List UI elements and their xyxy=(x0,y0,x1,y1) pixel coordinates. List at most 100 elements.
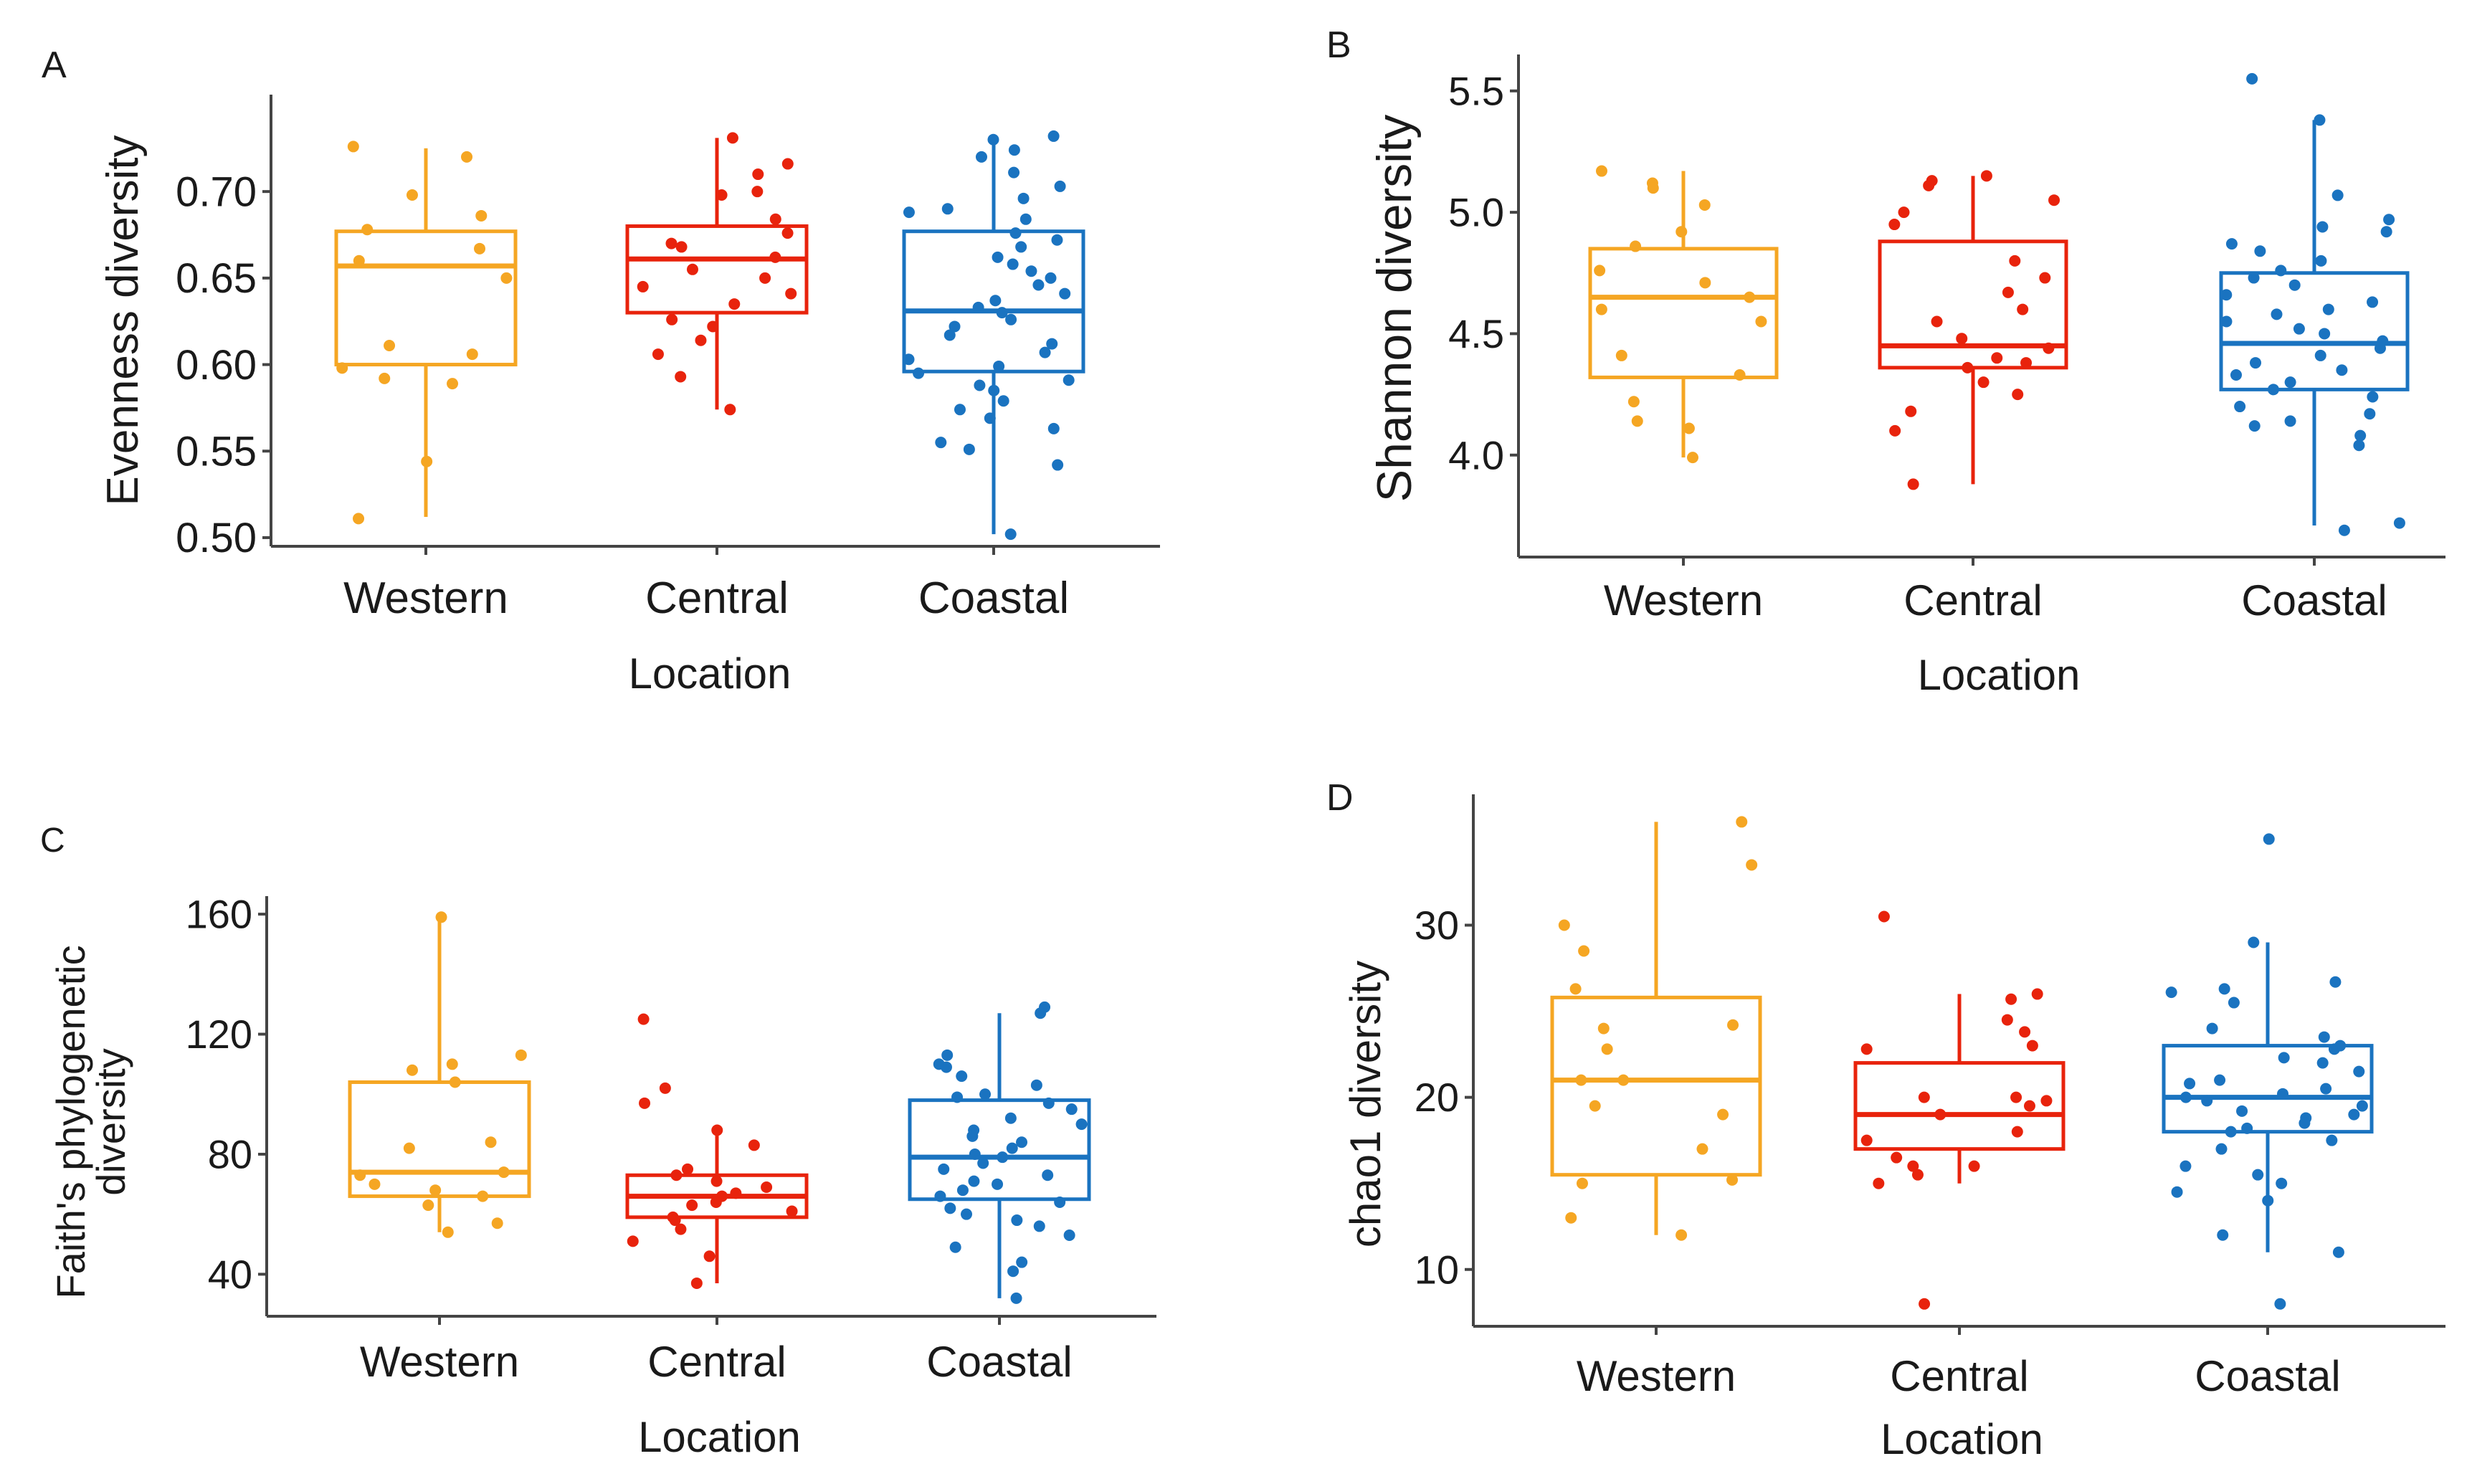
y-tick-label: 4.5 xyxy=(1448,311,1504,356)
data-point xyxy=(2248,272,2260,284)
data-point xyxy=(498,1166,510,1179)
data-point xyxy=(724,404,736,416)
data-point xyxy=(406,189,418,201)
data-point xyxy=(2318,1031,2330,1043)
data-point xyxy=(2225,238,2238,250)
y-axis-title: chao1 diversity xyxy=(1341,961,1389,1247)
data-point xyxy=(2184,1078,2196,1090)
data-point xyxy=(1683,422,1695,434)
data-point xyxy=(1565,1212,1577,1224)
data-point xyxy=(1005,313,1017,325)
series-coastal xyxy=(2219,72,2410,536)
data-point xyxy=(1889,424,1901,437)
x-tick-label: Central xyxy=(1903,576,2042,624)
data-point xyxy=(2043,342,2055,354)
data-point xyxy=(2315,255,2327,267)
data-point xyxy=(2048,194,2060,206)
data-point xyxy=(1686,452,1698,464)
data-point xyxy=(1047,422,1060,434)
x-tick-label: Central xyxy=(647,1338,786,1386)
y-tick-label: 40 xyxy=(208,1252,252,1297)
chart-panel-c: C 40 80 120 160 Western Central Coastal Location… xyxy=(40,822,1156,1461)
data-point xyxy=(940,1061,952,1073)
data-point xyxy=(682,1163,694,1175)
data-point xyxy=(2326,1134,2338,1146)
data-point xyxy=(652,348,664,361)
data-point xyxy=(500,272,513,284)
data-point xyxy=(993,360,1005,372)
data-point xyxy=(627,1235,639,1247)
data-point xyxy=(1595,165,1607,177)
data-point xyxy=(2314,349,2326,361)
data-point xyxy=(1008,144,1020,156)
data-point xyxy=(2267,384,2279,396)
data-point xyxy=(726,132,738,144)
data-point xyxy=(903,353,915,366)
y-tick-label: 4.0 xyxy=(1448,432,1504,477)
data-point xyxy=(1736,816,1748,828)
data-point xyxy=(1726,1174,1739,1186)
data-point xyxy=(2220,315,2233,328)
data-point xyxy=(2040,1095,2053,1107)
data-point xyxy=(1675,1229,1688,1241)
data-point xyxy=(1675,226,1688,238)
y-tick-label: 0.55 xyxy=(176,429,257,475)
data-point xyxy=(989,295,1002,307)
data-point xyxy=(466,348,478,361)
data-point xyxy=(1016,1136,1028,1148)
data-point xyxy=(2250,357,2262,369)
data-point xyxy=(781,158,794,170)
data-point xyxy=(1042,1169,1054,1181)
data-point xyxy=(1594,265,1606,277)
data-point xyxy=(354,1169,366,1181)
data-point xyxy=(2009,255,2021,267)
data-point xyxy=(1878,910,1890,923)
data-point xyxy=(987,133,999,146)
data-point xyxy=(975,151,987,163)
x-axis-title: Location xyxy=(1881,1415,2043,1463)
data-point xyxy=(943,329,956,341)
data-point xyxy=(996,307,1008,319)
box-iqr xyxy=(1588,247,1779,379)
data-point xyxy=(992,1178,1004,1190)
data-point xyxy=(384,340,396,351)
data-point xyxy=(1032,279,1045,291)
data-point xyxy=(781,227,794,239)
data-point xyxy=(2356,1100,2368,1112)
data-point xyxy=(690,1277,703,1289)
data-point xyxy=(369,1178,381,1190)
data-point xyxy=(2338,524,2350,536)
box-iqr xyxy=(1550,995,1762,1177)
data-point xyxy=(711,1124,723,1136)
data-point xyxy=(703,1250,716,1262)
data-point xyxy=(429,1184,442,1197)
data-point xyxy=(769,251,781,263)
data-point xyxy=(1630,240,1642,252)
data-point xyxy=(491,1217,503,1229)
data-point xyxy=(2336,364,2348,376)
x-tick-label: Central xyxy=(1890,1352,2028,1400)
data-point xyxy=(2374,342,2386,354)
data-point xyxy=(1977,376,1990,389)
data-point xyxy=(716,189,728,201)
data-point xyxy=(707,320,719,333)
data-point xyxy=(2319,328,2331,340)
data-point xyxy=(2332,1246,2344,1258)
data-point xyxy=(1698,199,1711,211)
data-point xyxy=(1888,219,1901,231)
data-point xyxy=(1054,180,1066,192)
data-point xyxy=(941,203,954,215)
data-point xyxy=(1007,258,1019,270)
data-point xyxy=(2201,1095,2213,1107)
data-point xyxy=(1962,361,1974,374)
data-point xyxy=(2284,376,2296,389)
data-point xyxy=(997,395,1009,407)
data-point xyxy=(2241,1122,2253,1134)
y-tick-label: 10 xyxy=(1415,1247,1459,1292)
data-point xyxy=(1046,338,1058,350)
data-point xyxy=(1011,1214,1023,1227)
data-point xyxy=(1004,528,1017,541)
data-point xyxy=(353,255,365,267)
box-iqr xyxy=(348,1080,531,1199)
data-point xyxy=(2002,286,2014,298)
